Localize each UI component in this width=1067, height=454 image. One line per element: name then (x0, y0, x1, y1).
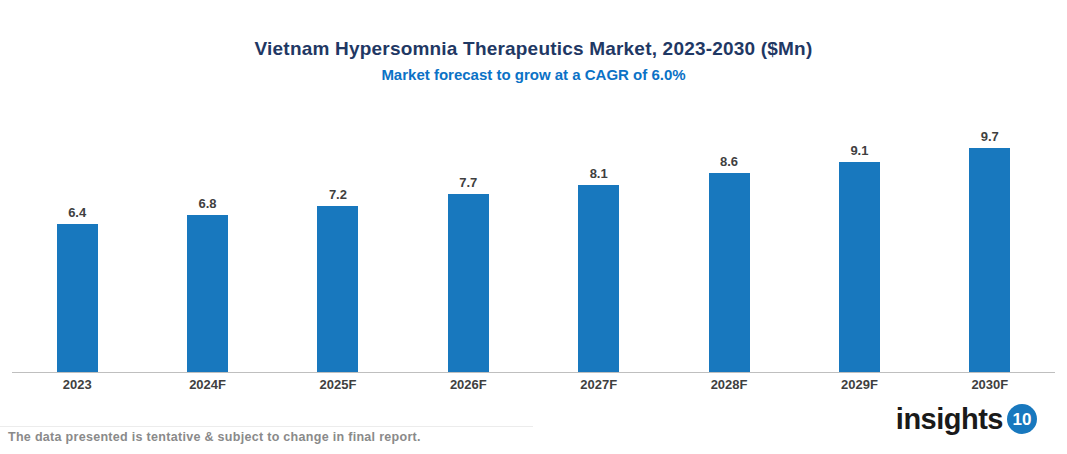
x-axis-label: 2029F (794, 377, 924, 392)
bar-value-label: 6.4 (68, 205, 86, 220)
bar-value-label: 7.2 (329, 187, 347, 202)
bar-value-label: 9.7 (981, 129, 999, 144)
chart-subtitle: Market forecast to grow at a CAGR of 6.0… (0, 66, 1067, 83)
bar-value-label: 6.8 (199, 196, 217, 211)
bar-group: 6.8 (142, 100, 272, 372)
x-axis-label: 2025F (273, 377, 403, 392)
x-axis-label: 2027F (534, 377, 664, 392)
chart-header: Vietnam Hypersomnia Therapeutics Market,… (0, 38, 1067, 83)
bar (839, 162, 880, 372)
bar-value-label: 8.1 (590, 166, 608, 181)
bar (578, 185, 619, 372)
bar (709, 173, 750, 372)
bar-group: 8.1 (534, 100, 664, 372)
logo-text: insights (896, 405, 1003, 434)
bar-value-label: 7.7 (459, 175, 477, 190)
bar-group: 8.6 (664, 100, 794, 372)
bar-group: 9.7 (925, 100, 1055, 372)
chart-title: Vietnam Hypersomnia Therapeutics Market,… (0, 38, 1067, 60)
bar-group: 7.7 (403, 100, 533, 372)
bar (57, 224, 98, 372)
bar (969, 148, 1010, 372)
bar-value-label: 8.6 (720, 154, 738, 169)
footer-divider (0, 426, 533, 427)
bar-group: 9.1 (794, 100, 924, 372)
bar-value-label: 9.1 (850, 143, 868, 158)
x-axis-label: 2030F (925, 377, 1055, 392)
logo-badge: 10 (1007, 404, 1037, 434)
bar-chart-plot-area: 6.4 6.8 7.2 7.7 8.1 8.6 9.1 9.7 (12, 100, 1055, 373)
bar (317, 206, 358, 372)
disclaimer-text: The data presented is tentative & subjec… (8, 430, 421, 444)
bar (187, 215, 228, 372)
insights10-logo: insights 10 (896, 404, 1037, 434)
x-axis-label: 2024F (142, 377, 272, 392)
x-axis-label: 2023 (12, 377, 142, 392)
bar-group: 7.2 (273, 100, 403, 372)
x-axis-label: 2028F (664, 377, 794, 392)
bar (448, 194, 489, 372)
x-axis-label: 2026F (403, 377, 533, 392)
x-axis: 2023 2024F 2025F 2026F 2027F 2028F 2029F… (12, 377, 1055, 392)
bar-group: 6.4 (12, 100, 142, 372)
